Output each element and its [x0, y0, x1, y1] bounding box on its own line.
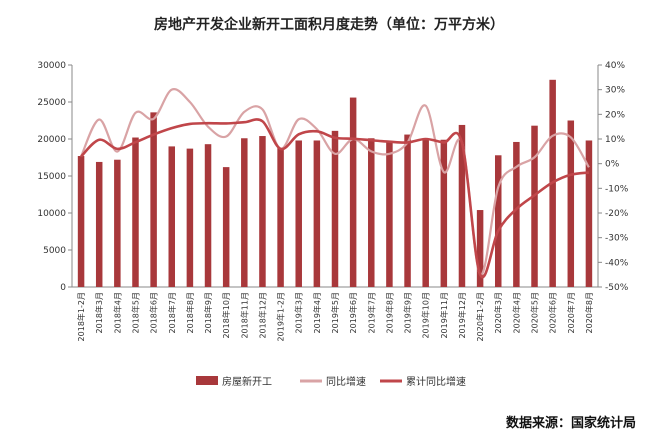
bar	[150, 112, 157, 287]
right-tick-label: -20%	[605, 209, 629, 219]
x-tick-label: 2020年3月	[493, 292, 503, 333]
x-tick-label: 2019年6月	[348, 292, 358, 333]
right-tick-label: -10%	[605, 184, 629, 194]
left-tick-label: 5000	[43, 246, 66, 256]
x-tick-label: 2019年7月	[366, 292, 376, 333]
x-axis-labels: 2018年1-2月 2018年3月 2018年4月 2018年5月 2018年6月 201…	[76, 292, 594, 341]
bar	[350, 98, 357, 287]
x-tick-label: 2018年7月	[167, 292, 177, 333]
left-tick-label: 10000	[37, 209, 66, 219]
bar	[368, 138, 375, 287]
bar	[277, 148, 284, 287]
right-axis: -50% -40% -30% -20% -10% 0% 10% 20% 30% 40%	[598, 61, 629, 293]
x-tick-label: 2018年3月	[94, 292, 104, 333]
bar	[96, 162, 103, 287]
bar	[223, 167, 230, 287]
legend-swatch-bar	[196, 376, 218, 385]
x-tick-label: 2018年1-2月	[76, 292, 86, 341]
right-tick-label: 20%	[605, 110, 625, 120]
bar	[495, 155, 502, 287]
bar	[259, 136, 266, 287]
bar	[441, 140, 448, 287]
right-tick-label: 10%	[605, 135, 625, 145]
bar	[513, 142, 520, 287]
bar	[386, 142, 393, 287]
x-tick-label: 2020年7月	[566, 292, 576, 333]
bar	[295, 140, 302, 287]
x-tick-label: 2019年5月	[330, 292, 340, 333]
bar	[531, 126, 538, 287]
bar	[568, 121, 575, 288]
left-tick-label: 25000	[37, 98, 66, 108]
x-tick-label: 2019年4月	[312, 292, 322, 333]
left-tick-label: 15000	[37, 172, 66, 182]
x-tick-label: 2020年6月	[548, 292, 558, 333]
x-tick-label: 2018年6月	[149, 292, 159, 333]
bar	[205, 144, 212, 287]
bar	[314, 140, 321, 287]
right-tick-label: 0%	[605, 160, 620, 170]
x-tick-label: 2020年4月	[511, 292, 521, 333]
right-tick-label: -40%	[605, 258, 629, 268]
bar	[241, 138, 248, 287]
bar	[422, 139, 429, 287]
x-tick-label: 2020年1-2月	[475, 292, 485, 341]
x-tick-label: 2018年5月	[130, 292, 140, 333]
x-tick-label: 2018年4月	[112, 292, 122, 333]
legend: 房屋新开工 同比增速 累计同比增速	[196, 375, 466, 388]
x-tick-label: 2019年9月	[403, 292, 413, 333]
right-tick-label: 30%	[605, 86, 625, 96]
x-tick-label: 2018年8月	[185, 292, 195, 333]
x-tick-label: 2019年12月	[457, 292, 467, 339]
data-source: 数据来源：国家统计局	[506, 412, 636, 431]
legend-label: 累计同比增速	[406, 375, 466, 388]
x-tick-label: 2018年12月	[257, 292, 267, 339]
right-tick-label: 40%	[605, 61, 625, 71]
bar	[132, 138, 139, 287]
left-tick-label: 30000	[37, 61, 66, 71]
x-tick-label: 2020年5月	[530, 292, 540, 333]
x-tick-label: 2019年11月	[439, 292, 449, 339]
x-tick-label: 2018年11月	[239, 292, 249, 339]
right-tick-label: -30%	[605, 234, 629, 244]
x-tick-label: 2018年9月	[203, 292, 213, 333]
left-tick-label: 20000	[37, 135, 66, 145]
x-tick-label: 2020年8月	[584, 292, 594, 333]
bar	[78, 156, 85, 287]
bar	[169, 146, 176, 287]
x-tick-label: 2019年1-2月	[276, 292, 286, 341]
bar	[114, 160, 121, 287]
legend-label: 同比增速	[326, 375, 366, 388]
x-tick-label: 2019年3月	[294, 292, 304, 333]
bar	[404, 135, 411, 287]
bar	[187, 149, 194, 287]
right-tick-label: -50%	[605, 283, 629, 293]
x-tick-label: 2018年10月	[221, 292, 231, 339]
x-tick-label: 2019年8月	[384, 292, 394, 333]
left-tick-label: 0	[60, 283, 66, 293]
bar-series	[78, 80, 592, 287]
x-tick-label: 2019年10月	[421, 292, 431, 339]
legend-label: 房屋新开工	[222, 375, 272, 388]
